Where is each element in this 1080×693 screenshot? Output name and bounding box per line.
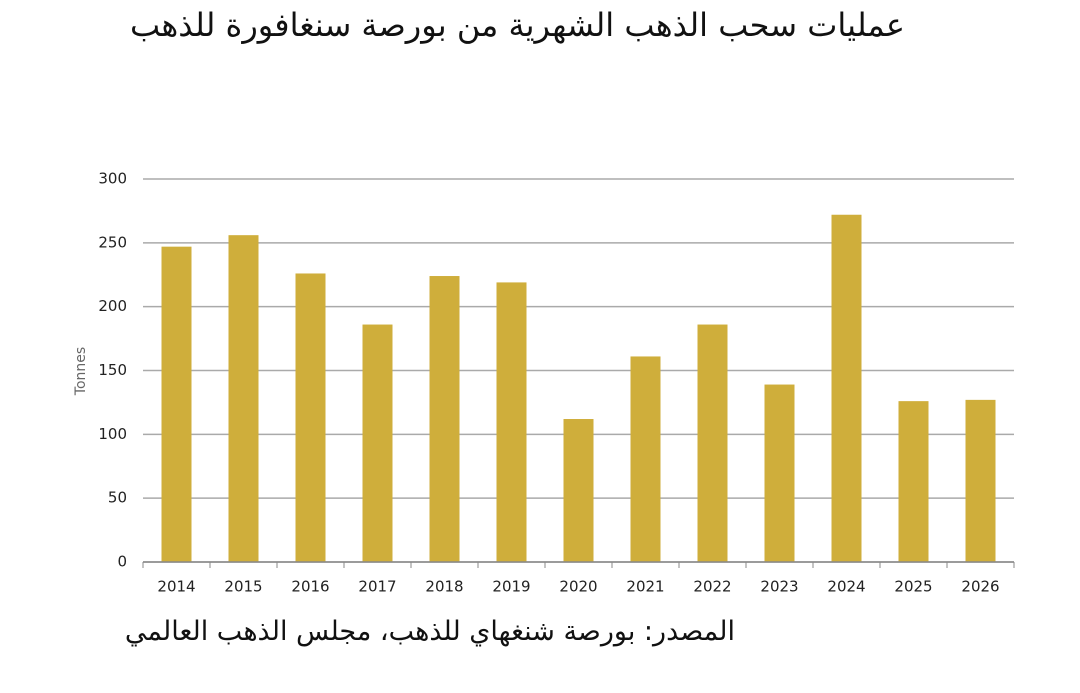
- x-tick-label: 2016: [291, 578, 329, 596]
- y-tick-label: 300: [98, 170, 127, 188]
- x-tick-label: 2018: [425, 578, 463, 596]
- y-tick-label: 50: [108, 489, 127, 507]
- bar: [496, 282, 527, 562]
- bar: [362, 324, 393, 562]
- y-tick-label: 100: [98, 425, 127, 443]
- bar: [965, 399, 996, 562]
- x-tick-label: 2014: [157, 578, 195, 596]
- x-tick-label: 2022: [693, 578, 731, 596]
- bar: [228, 235, 259, 562]
- x-tick-label: 2015: [224, 578, 262, 596]
- x-tick-label: 2020: [559, 578, 597, 596]
- x-tick-label: 2025: [894, 578, 932, 596]
- y-tick-label: 200: [98, 297, 127, 315]
- x-tick-label: 2019: [492, 578, 530, 596]
- bar: [295, 273, 326, 562]
- source-note: المصدر: بورصة شنغهاي للذهب، مجلس الذهب ا…: [124, 616, 735, 647]
- bar: [161, 246, 192, 562]
- x-tick-label: 2024: [827, 578, 865, 596]
- x-tick-label: 2023: [760, 578, 798, 596]
- y-tick-label: 150: [98, 361, 127, 379]
- x-tick-label: 2017: [358, 578, 396, 596]
- bar: [831, 214, 862, 562]
- bar: [429, 276, 460, 562]
- x-tick-label: 2026: [961, 578, 999, 596]
- chart-title: عمليات سحب الذهب الشهرية من بورصة سنغافو…: [129, 6, 905, 44]
- bar: [630, 356, 661, 562]
- y-axis-label: Tonnes: [73, 347, 89, 396]
- x-tick-label: 2021: [626, 578, 664, 596]
- bar: [764, 384, 795, 562]
- y-tick-label: 0: [117, 553, 127, 571]
- y-tick-label: 250: [98, 233, 127, 251]
- bar: [697, 324, 728, 562]
- bar: [898, 401, 929, 562]
- bar: [563, 419, 594, 562]
